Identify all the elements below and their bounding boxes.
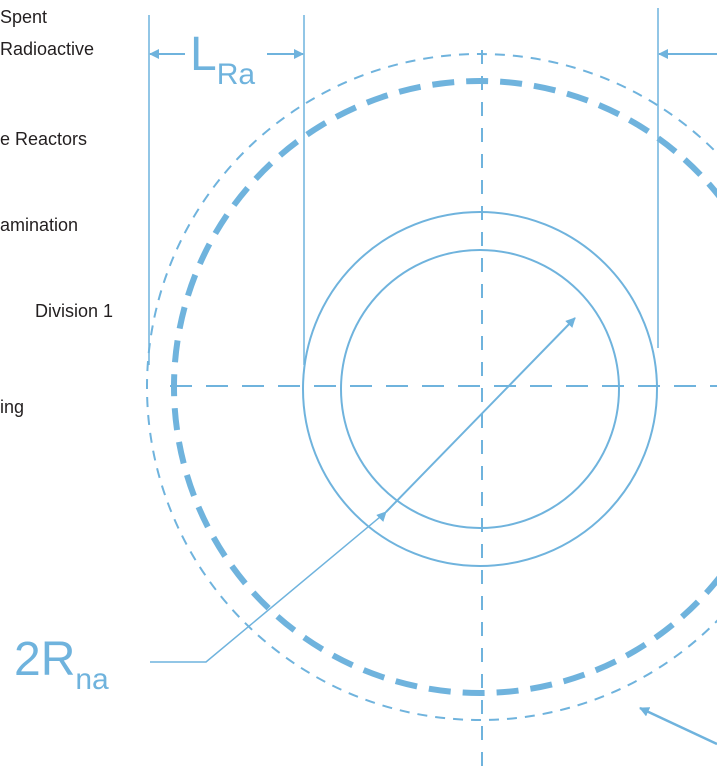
diameter-leader-line (150, 511, 387, 663)
text-line-2: Radioactive (0, 39, 95, 59)
outer-boundary-circle (146, 53, 717, 721)
boundary-pointer-arrow (639, 706, 717, 746)
inner-outer-circle (302, 211, 658, 567)
text-line-3: e Reactors (0, 129, 88, 149)
text-line-6: ing (0, 397, 25, 417)
length-label: LRa (190, 28, 255, 91)
inner-circle (340, 249, 620, 529)
text-line-1: Spent (0, 7, 48, 27)
radius-label: 2Rna (14, 633, 109, 696)
text-line-4: amination (0, 215, 79, 235)
diameter-arrow (376, 317, 576, 522)
text-line-5: Division 1 (35, 301, 114, 321)
